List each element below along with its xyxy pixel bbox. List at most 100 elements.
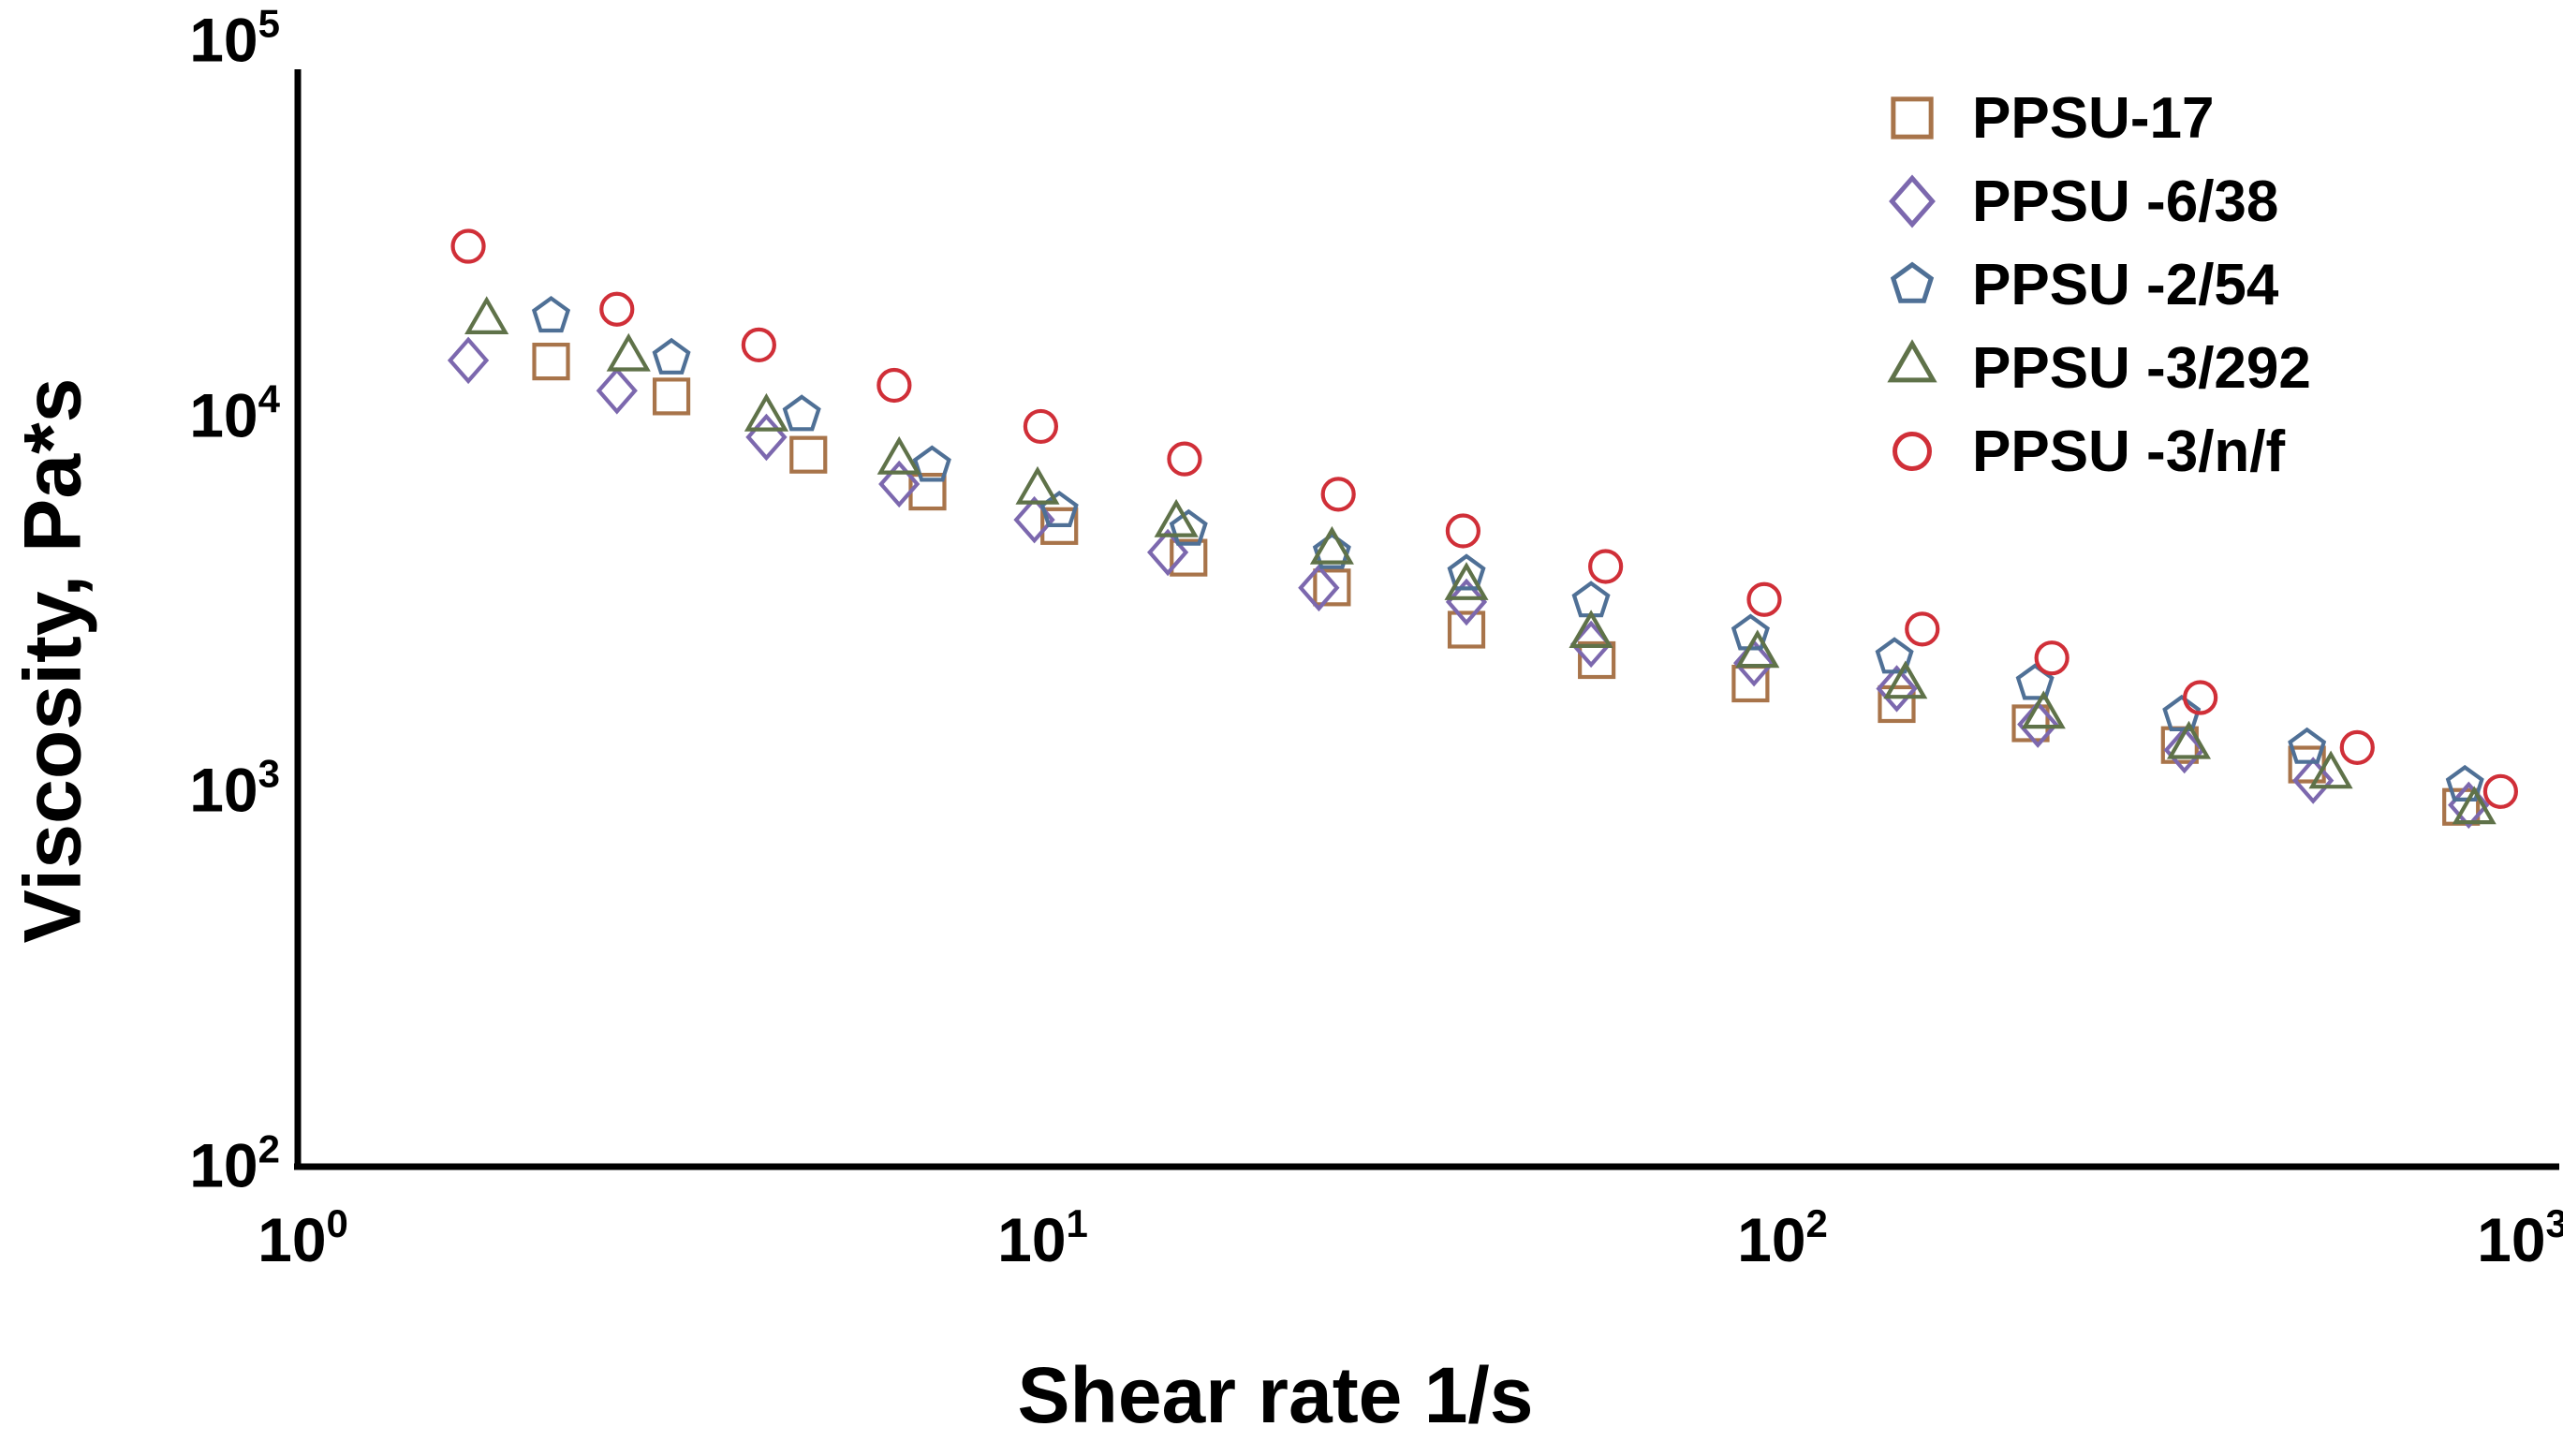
marker-circle xyxy=(2482,773,2519,809)
marker-square xyxy=(1878,684,1916,724)
legend-marker-pentagon-icon xyxy=(1890,261,1935,303)
tick-base: 10 xyxy=(189,380,258,450)
marker-circle xyxy=(1746,581,1782,617)
marker-circle xyxy=(599,291,635,327)
marker-triangle xyxy=(606,332,651,372)
marker-circle xyxy=(2183,680,2218,715)
marker-pentagon xyxy=(2445,764,2484,802)
marker-square xyxy=(1578,640,1616,680)
marker-pentagon xyxy=(531,296,571,333)
marker-triangle xyxy=(744,392,789,432)
marker-pentagon xyxy=(2162,694,2202,732)
marker-pentagon xyxy=(1447,553,1486,591)
x-axis-title: Shear rate 1/s xyxy=(1017,1351,1534,1439)
marker-diamond xyxy=(596,367,638,415)
x-tick-label: 101 xyxy=(997,1201,1089,1275)
legend-marker-square-icon xyxy=(1891,96,1934,140)
marker-square xyxy=(1170,538,1208,577)
legend-row: PPSU -6/38 xyxy=(1877,158,2278,244)
marker-pentagon xyxy=(652,337,691,375)
tick-base: 10 xyxy=(189,1130,258,1200)
tick-exponent: 1 xyxy=(1066,1201,1089,1245)
y-tick-label: 104 xyxy=(47,376,281,450)
marker-circle xyxy=(1588,549,1624,584)
marker-pentagon xyxy=(2288,727,2327,764)
marker-diamond xyxy=(1298,564,1340,612)
tick-exponent: 4 xyxy=(258,376,281,421)
tick-exponent: 3 xyxy=(258,751,281,796)
marker-square xyxy=(1040,507,1079,545)
tick-base: 10 xyxy=(1737,1205,1806,1274)
tick-exponent: 2 xyxy=(1805,1201,1829,1245)
tick-exponent: 0 xyxy=(326,1201,349,1245)
x-tick-label: 103 xyxy=(2477,1201,2563,1275)
y-axis-title: Viscosity, Pa*s xyxy=(7,377,98,944)
marker-square xyxy=(1313,568,1351,607)
marker-pentagon xyxy=(1169,508,1208,546)
y-tick-label: 103 xyxy=(47,751,281,826)
marker-pentagon xyxy=(782,394,821,432)
marker-pentagon xyxy=(912,445,951,482)
legend-row: PPSU -2/54 xyxy=(1877,242,2278,328)
marker-circle xyxy=(1445,513,1480,549)
marker-diamond xyxy=(447,336,490,385)
marker-circle xyxy=(1167,441,1202,477)
marker-square xyxy=(789,435,828,474)
legend-label: PPSU -6/38 xyxy=(1972,169,2279,234)
marker-diamond xyxy=(2017,700,2059,748)
marker-triangle xyxy=(2166,720,2212,759)
marker-triangle xyxy=(2452,786,2497,825)
marker-diamond xyxy=(2292,757,2335,804)
marker-circle xyxy=(876,367,912,404)
legend-label: PPSU -3/n/f xyxy=(1972,419,2286,484)
marker-circle xyxy=(1320,477,1356,512)
legend-marker-shape xyxy=(1890,261,1935,303)
tick-base: 10 xyxy=(258,1205,327,1274)
marker-triangle xyxy=(2308,750,2353,789)
marker-diamond xyxy=(878,460,921,508)
marker-circle xyxy=(2339,729,2375,765)
y-tick-label: 105 xyxy=(47,1,281,75)
marker-triangle xyxy=(464,296,509,334)
marker-triangle xyxy=(1309,525,1354,565)
marker-square xyxy=(652,377,691,416)
tick-exponent: 3 xyxy=(2545,1201,2563,1245)
marker-triangle xyxy=(1154,498,1199,537)
tick-base: 10 xyxy=(2477,1205,2546,1274)
legend-marker-triangle-icon xyxy=(1887,339,1937,383)
tick-base: 10 xyxy=(997,1205,1067,1274)
legend-marker-diamond-icon xyxy=(1889,174,1936,228)
marker-triangle xyxy=(876,435,921,475)
tick-exponent: 2 xyxy=(258,1126,281,1171)
legend-row: PPSU-17 xyxy=(1877,75,2214,161)
marker-diamond xyxy=(1445,578,1488,626)
x-tick-label: 100 xyxy=(258,1201,349,1275)
legend-marker-shape xyxy=(1889,174,1936,228)
marker-circle xyxy=(450,228,486,264)
marker-circle xyxy=(2034,640,2070,676)
tick-base: 10 xyxy=(189,755,258,825)
marker-pentagon xyxy=(1312,532,1351,569)
legend-label: PPSU -2/54 xyxy=(1972,252,2279,317)
marker-diamond xyxy=(1876,665,1918,713)
tick-base: 10 xyxy=(189,5,258,75)
legend-label: PPSU -3/292 xyxy=(1972,335,2311,401)
marker-diamond xyxy=(1147,528,1189,577)
marker-diamond xyxy=(1733,639,1775,687)
marker-pentagon xyxy=(1875,637,1914,674)
marker-circle xyxy=(741,327,776,363)
marker-pentagon xyxy=(2015,663,2055,700)
marker-triangle xyxy=(1444,562,1489,600)
marker-diamond xyxy=(2163,726,2205,774)
legend-row: PPSU -3/292 xyxy=(1877,325,2311,411)
marker-triangle xyxy=(1735,629,1780,669)
marker-triangle xyxy=(2021,690,2066,729)
legend-marker-circle-icon xyxy=(1893,432,1932,471)
marker-triangle xyxy=(1883,660,1928,699)
legend-marker-shape xyxy=(1891,96,1934,140)
legend-label: PPSU-17 xyxy=(1972,85,2215,151)
marker-square xyxy=(1447,610,1486,649)
legend-row: PPSU -3/n/f xyxy=(1877,408,2285,494)
